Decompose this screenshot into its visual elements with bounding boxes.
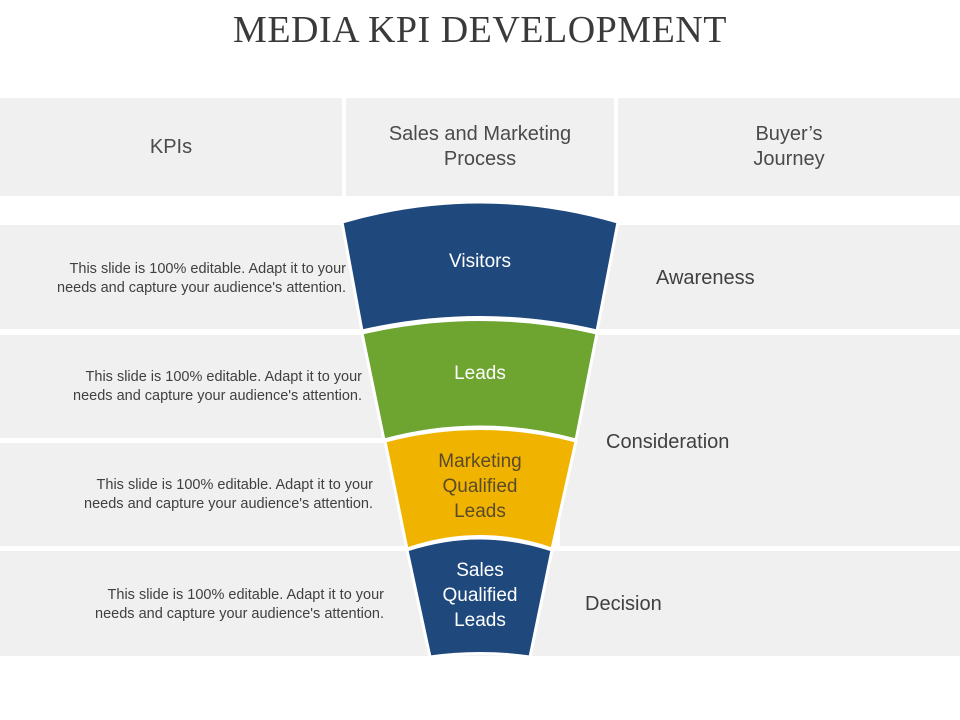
header-journey-line-1: Buyer’s — [755, 123, 823, 145]
kpi-description-4-line-1: This slide is 100% editable. Adapt it to… — [107, 587, 384, 603]
kpi-description-1-line-1: This slide is 100% editable. Adapt it to… — [69, 261, 346, 277]
funnel-segment-sql — [405, 536, 554, 659]
kpi-description-4: This slide is 100% editable. Adapt it to… — [40, 586, 384, 624]
kpi-description-2-line-2: needs and capture your audience's attent… — [73, 388, 362, 404]
kpi-description-2: This slide is 100% editable. Adapt it to… — [20, 368, 362, 406]
row-band-3-left — [0, 443, 420, 546]
funnel-label-sql-line-1: Sales — [456, 560, 504, 581]
row-band-2-left — [0, 335, 400, 438]
kpi-description-4-line-2: needs and capture your audience's attent… — [95, 606, 384, 622]
funnel-segment-visitors — [340, 200, 620, 333]
funnel-label-mql-line-3: Leads — [454, 501, 506, 522]
header-process: Sales and Marketing Process — [346, 98, 614, 196]
stage-decision: Decision — [585, 593, 662, 615]
funnel-label-sql: Sales Qualified Leads — [400, 558, 560, 633]
funnel-label-leads: Leads — [400, 361, 560, 386]
kpi-description-3-line-1: This slide is 100% editable. Adapt it to… — [96, 477, 373, 493]
funnel-label-mql: Marketing Qualified Leads — [400, 449, 560, 524]
slide-title: MEDIA KPI DEVELOPMENT — [233, 9, 727, 51]
row-band-consideration — [560, 335, 960, 546]
header-process-line-1: Sales and Marketing — [388, 123, 572, 145]
header-process-line-2: Process — [443, 148, 517, 170]
funnel-label-visitors: Visitors — [400, 249, 560, 274]
stage-consideration: Consideration — [606, 431, 730, 453]
funnel-label-sql-line-2: Qualified — [442, 585, 518, 606]
funnel-label-sql-line-3: Leads — [454, 610, 506, 631]
kpi-description-3: This slide is 100% editable. Adapt it to… — [30, 476, 373, 514]
kpi-description-2-line-1: This slide is 100% editable. Adapt it to… — [85, 369, 362, 385]
funnel-label-leads-text: Leads — [454, 363, 506, 384]
header-journey: Buyer’s Journey — [618, 98, 960, 196]
funnel-label-mql-line-1: Marketing — [438, 451, 522, 472]
funnel-label-visitors-text: Visitors — [449, 251, 511, 272]
header-journey-line-2: Journey — [753, 148, 825, 170]
header-kpis: KPIs — [0, 98, 342, 196]
kpi-description-1-line-2: needs and capture your audience's attent… — [57, 280, 346, 296]
stage-awareness: Awareness — [656, 267, 755, 289]
funnel-label-mql-line-2: Qualified — [442, 476, 518, 497]
kpi-description-1: This slide is 100% editable. Adapt it to… — [10, 260, 346, 298]
header-kpis-label: KPIs — [149, 135, 193, 158]
kpi-description-3-line-2: needs and capture your audience's attent… — [84, 496, 373, 512]
